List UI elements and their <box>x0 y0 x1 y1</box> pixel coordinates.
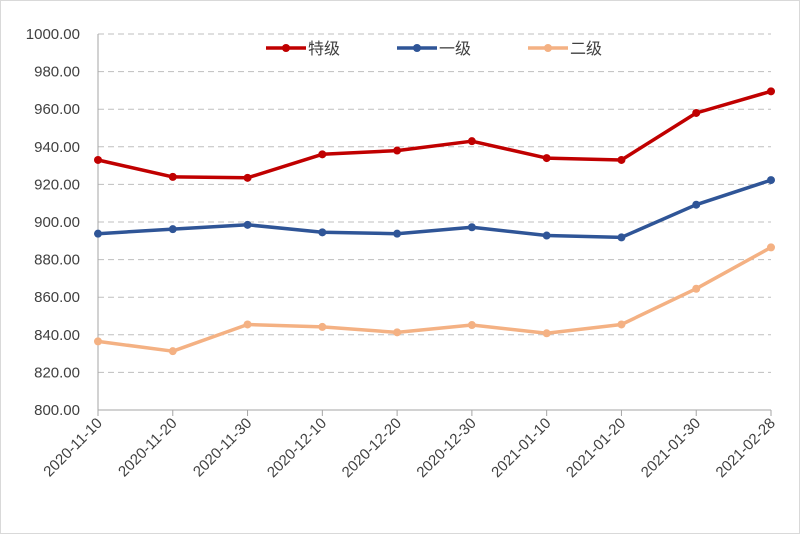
data-point <box>243 220 252 229</box>
legend-label: 二级 <box>570 40 602 58</box>
series-line-2 <box>96 245 773 353</box>
data-point <box>692 200 701 209</box>
data-point <box>168 172 177 181</box>
y-tick-label: 820.00 <box>34 364 80 381</box>
data-point <box>767 87 775 96</box>
legend-label: 特级 <box>308 40 340 58</box>
data-point <box>243 320 252 329</box>
data-point <box>393 328 402 337</box>
x-tick-label: 2021-01-20 <box>563 415 629 481</box>
x-tick-label: 2021-01-30 <box>638 415 704 481</box>
legend-swatch-marker <box>282 44 290 52</box>
data-point <box>318 228 327 237</box>
legend: 特级 一级 二级 <box>266 40 602 58</box>
y-tick-label: 940.00 <box>34 139 80 156</box>
data-point <box>393 146 402 155</box>
y-tick-label: 880.00 <box>34 252 80 269</box>
data-point <box>467 321 476 330</box>
data-point <box>542 329 551 338</box>
data-point <box>393 229 402 238</box>
data-point <box>94 229 102 238</box>
x-tick-label: 2020-12-20 <box>339 415 405 481</box>
data-point <box>542 154 551 163</box>
data-point <box>168 347 177 356</box>
x-tick-label: 2020-11-30 <box>190 415 255 480</box>
x-tick-label: 2020-12-30 <box>413 415 479 481</box>
legend-swatch-marker <box>413 44 421 52</box>
data-point <box>318 150 327 159</box>
data-point <box>318 322 327 331</box>
series-layer <box>94 87 775 356</box>
y-tick-label: 900.00 <box>34 214 80 231</box>
x-tick-label: 2021-02-28 <box>713 415 779 481</box>
data-point <box>467 223 476 232</box>
data-point <box>767 243 775 252</box>
y-tick-label: 980.00 <box>34 64 80 81</box>
y-tick-label: 800.00 <box>34 402 80 419</box>
data-point <box>617 233 626 242</box>
series-line-0 <box>96 89 773 180</box>
data-point <box>542 231 551 240</box>
x-tick-label: 2020-11-20 <box>115 415 180 480</box>
data-point <box>617 320 626 329</box>
y-tick-label: 960.00 <box>34 101 80 118</box>
data-point <box>692 108 701 117</box>
data-point <box>243 173 252 182</box>
data-point <box>617 155 626 164</box>
axis-layer: 800.00 820.00 840.00 860.00 880.00 900.00 920.… <box>26 26 779 481</box>
x-tick-label: 2020-11-10 <box>40 415 105 480</box>
x-tick-label: 2021-01-10 <box>488 415 554 481</box>
data-point <box>767 176 775 185</box>
data-point <box>467 137 476 146</box>
data-point <box>94 337 102 346</box>
series-line-1 <box>96 178 773 240</box>
grid-layer <box>98 33 771 373</box>
data-point <box>94 155 102 164</box>
y-tick-label: 1000.00 <box>26 26 80 43</box>
legend-swatch-marker <box>544 44 552 52</box>
y-tick-label: 840.00 <box>34 327 80 344</box>
y-tick-label: 860.00 <box>34 289 80 306</box>
data-point <box>692 284 701 293</box>
y-tick-label: 920.00 <box>34 176 80 193</box>
legend-label: 一级 <box>439 40 471 58</box>
x-tick-label: 2020-12-10 <box>264 415 330 481</box>
data-point <box>168 225 177 234</box>
